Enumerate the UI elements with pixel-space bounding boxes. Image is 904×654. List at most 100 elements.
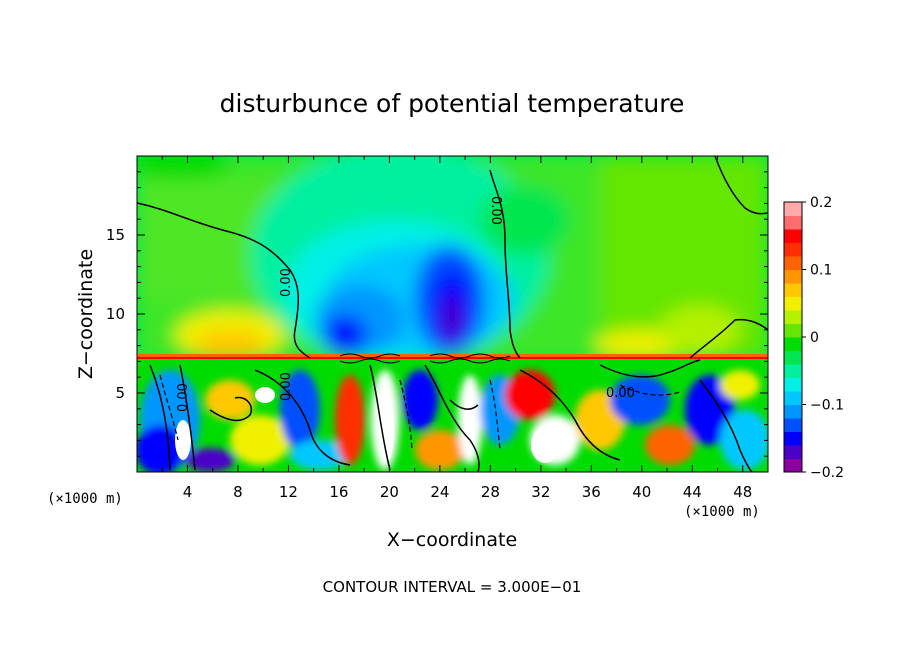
x-tick-label: 16	[329, 483, 348, 501]
cool-region-6	[323, 315, 367, 355]
x-tick-label: 12	[279, 483, 298, 501]
lower-white-7	[382, 400, 394, 460]
contour-lower-4	[369, 364, 391, 471]
contour-neg-4	[619, 384, 681, 396]
x-tick-label: 40	[632, 483, 651, 501]
colorbar-swatch	[784, 310, 802, 324]
lower-cool-2	[137, 425, 185, 472]
y-tick-label: 5	[115, 384, 125, 402]
contour-lines-dashed	[159, 374, 681, 451]
contour-lower-8	[699, 379, 753, 472]
contour-lower-3	[254, 369, 351, 466]
contour-lower-7	[599, 359, 701, 378]
colorbar-swatch	[784, 229, 802, 243]
contour-label: 0.00	[176, 383, 191, 412]
colorbar-tick-label: 0.1	[810, 263, 832, 279]
lower-warm-5	[505, 370, 555, 420]
lower-warm-7	[645, 425, 695, 465]
contour-lower-5	[424, 364, 480, 472]
colorbar-swatch	[784, 296, 802, 311]
contour-lower-1	[149, 364, 171, 471]
upper-field	[137, 156, 768, 365]
contour-lower-9	[209, 396, 252, 422]
lower-cool-5	[402, 370, 438, 430]
interface-line	[137, 357, 768, 359]
colorbar-swatch	[784, 323, 802, 338]
x-axis: 4 8 12 16 20 24 28 32 36 40 44 48	[161, 156, 752, 501]
contour-zero-right	[714, 156, 768, 215]
x-tick-label: 44	[683, 483, 702, 501]
x-tick-label: 28	[481, 483, 500, 501]
interface-wave-1	[339, 353, 401, 359]
colorbar	[784, 202, 802, 473]
colorbar-swatch	[784, 215, 802, 230]
x-axis-label: X−coordinate	[387, 529, 517, 551]
contour-lower-6	[519, 369, 621, 461]
contour-zero-right-low	[689, 318, 768, 359]
colorbar-swatch	[784, 418, 802, 432]
plot-area: 0.00 0.00 0.00 0.00 0.00	[137, 156, 768, 472]
x-tick-label: 20	[380, 483, 399, 501]
y-tick-label: 15	[106, 226, 125, 244]
chart-title: disturbunce of potential temperature	[220, 89, 685, 118]
colorbar-swatch	[784, 283, 802, 297]
lower-cool-4	[290, 440, 350, 470]
warm-region-2	[195, 330, 265, 360]
lower-warm-1	[205, 380, 255, 420]
x-unit-label-right: (×1000 m)	[684, 504, 760, 520]
x-tick-label: 4	[183, 483, 193, 501]
y-tick-label: 10	[106, 305, 125, 323]
contour-label: 0.00	[488, 196, 503, 225]
contour-zero-mid	[489, 169, 521, 359]
colorbar-swatch	[784, 269, 802, 284]
lower-cool-9	[720, 410, 768, 470]
x-tick-label: 48	[733, 483, 752, 501]
lower-white-8	[465, 395, 475, 455]
contour-lines	[137, 156, 768, 472]
lower-white-4	[175, 420, 191, 460]
colorbar-swatch	[784, 256, 802, 270]
y-axis-label: Z−coordinate	[75, 249, 97, 379]
interface-wave-3	[429, 353, 511, 359]
lower-warm-8	[720, 370, 760, 400]
contour-interval-note: CONTOUR INTERVAL = 3.000E−01	[323, 578, 582, 596]
lower-cool-7	[610, 375, 670, 425]
colorbar-swatch	[784, 350, 802, 365]
colorbar-swatch	[784, 431, 802, 446]
lower-field	[137, 360, 768, 472]
colorbar-tick-label: −0.2	[810, 465, 844, 481]
contour-label-group: 0.00 0.00 0.00 0.00 0.00	[176, 196, 635, 412]
colorbar-tick-label: 0.2	[810, 195, 832, 211]
colorbar-swatch	[784, 337, 802, 351]
colorbar-swatch	[784, 242, 802, 257]
colorbar-swatch	[784, 404, 802, 419]
x-tick-label: 36	[582, 483, 601, 501]
contour-lower-2	[179, 364, 196, 471]
contour-zero-left	[137, 202, 311, 359]
contour-neg-2	[399, 379, 413, 451]
colorbar-swatch	[784, 377, 802, 392]
colorbar-tick-label: −0.1	[810, 398, 844, 414]
colorbar-swatch	[784, 202, 802, 216]
lower-warm-4	[415, 430, 465, 470]
x-tick-label: 32	[531, 483, 550, 501]
colorbar-swatch	[784, 445, 802, 459]
interface-contours	[339, 353, 511, 364]
colorbar-swatch	[784, 391, 802, 405]
lower-warm-3	[335, 375, 365, 465]
cool-core-2	[442, 295, 462, 345]
interface-wave-4	[429, 358, 511, 364]
cool-region-7	[480, 185, 570, 255]
lower-warm-2	[230, 415, 290, 465]
lower-white-5	[255, 387, 275, 403]
contour-lower-10	[449, 399, 479, 410]
colorbar-swatch	[784, 364, 802, 378]
colorbar-ticks: 0.2 0.1 0 −0.1 −0.2	[802, 195, 844, 481]
x-tick-label: 24	[430, 483, 449, 501]
y-axis: 5 10 15	[106, 171, 768, 457]
contour-label: 0.00	[279, 268, 294, 297]
lower-cool-10	[185, 448, 235, 472]
contour-label: 0.00	[606, 386, 635, 401]
colorbar-swatch	[784, 458, 802, 473]
